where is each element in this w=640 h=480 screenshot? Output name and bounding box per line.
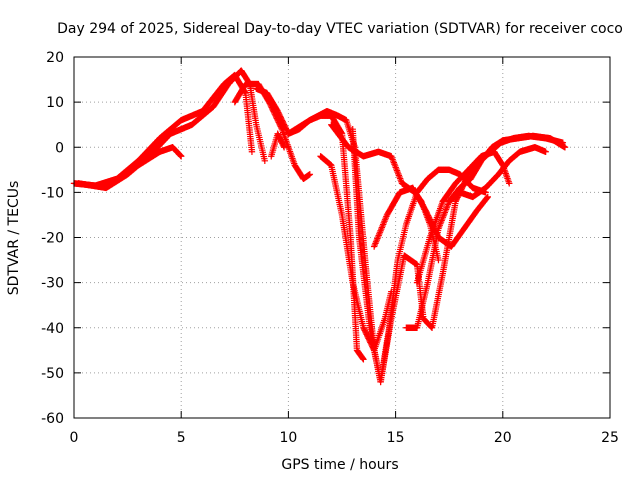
- y-tick-label: 20: [46, 50, 64, 66]
- data-marks: [70, 67, 569, 386]
- x-tick-label: 25: [601, 430, 619, 446]
- x-tick-label: 15: [387, 430, 405, 446]
- data-series: [446, 132, 569, 205]
- data-point-marker: [435, 256, 442, 264]
- x-tick-label: 0: [70, 430, 79, 446]
- data-series: [135, 144, 185, 169]
- y-tick-label: 0: [55, 140, 64, 156]
- y-axis-label: SDTVAR / TECUs: [6, 181, 22, 296]
- y-tick-label: -30: [41, 276, 64, 292]
- axis-ticks: [73, 56, 611, 419]
- y-tick-label: -10: [41, 185, 64, 201]
- data-point-marker: [506, 180, 513, 187]
- y-tick-label: -50: [41, 366, 64, 382]
- x-axis-label: GPS time / hours: [281, 457, 398, 473]
- data-point-marker: [561, 144, 569, 151]
- data-point-marker: [483, 194, 491, 201]
- data-point-marker: [484, 193, 491, 201]
- y-tick-label: -20: [41, 231, 64, 247]
- chart-title: Day 294 of 2025, Sidereal Day-to-day VTE…: [57, 21, 623, 37]
- data-series: [317, 153, 395, 354]
- data-series: [231, 80, 314, 183]
- data-point-marker: [176, 151, 184, 159]
- data-point-marker: [248, 148, 256, 155]
- data-point-marker: [261, 157, 269, 164]
- data-series: [413, 148, 513, 286]
- data-point-marker: [178, 153, 185, 160]
- x-tick-labels: 0 5 10 15 20 25: [70, 430, 619, 446]
- data-point-marker: [542, 148, 549, 155]
- y-tick-label: -40: [41, 321, 64, 337]
- data-point-marker: [306, 171, 314, 178]
- x-tick-label: 20: [494, 430, 512, 446]
- data-point-marker: [280, 144, 288, 151]
- data-series: [349, 126, 567, 386]
- data-point-marker: [428, 323, 435, 331]
- y-tick-label: -60: [41, 411, 64, 427]
- y-tick-label: 10: [46, 95, 64, 111]
- gridlines: [74, 57, 610, 418]
- data-point-marker: [177, 152, 184, 159]
- y-tick-labels: -60 -50 -40 -30 -20 -10 0 10 20: [41, 50, 64, 427]
- x-tick-label: 5: [177, 430, 186, 446]
- data-series: [75, 67, 269, 192]
- data-series: [268, 130, 288, 160]
- data-point-marker: [388, 288, 395, 295]
- data-point-marker: [360, 356, 367, 363]
- x-tick-label: 10: [279, 430, 297, 446]
